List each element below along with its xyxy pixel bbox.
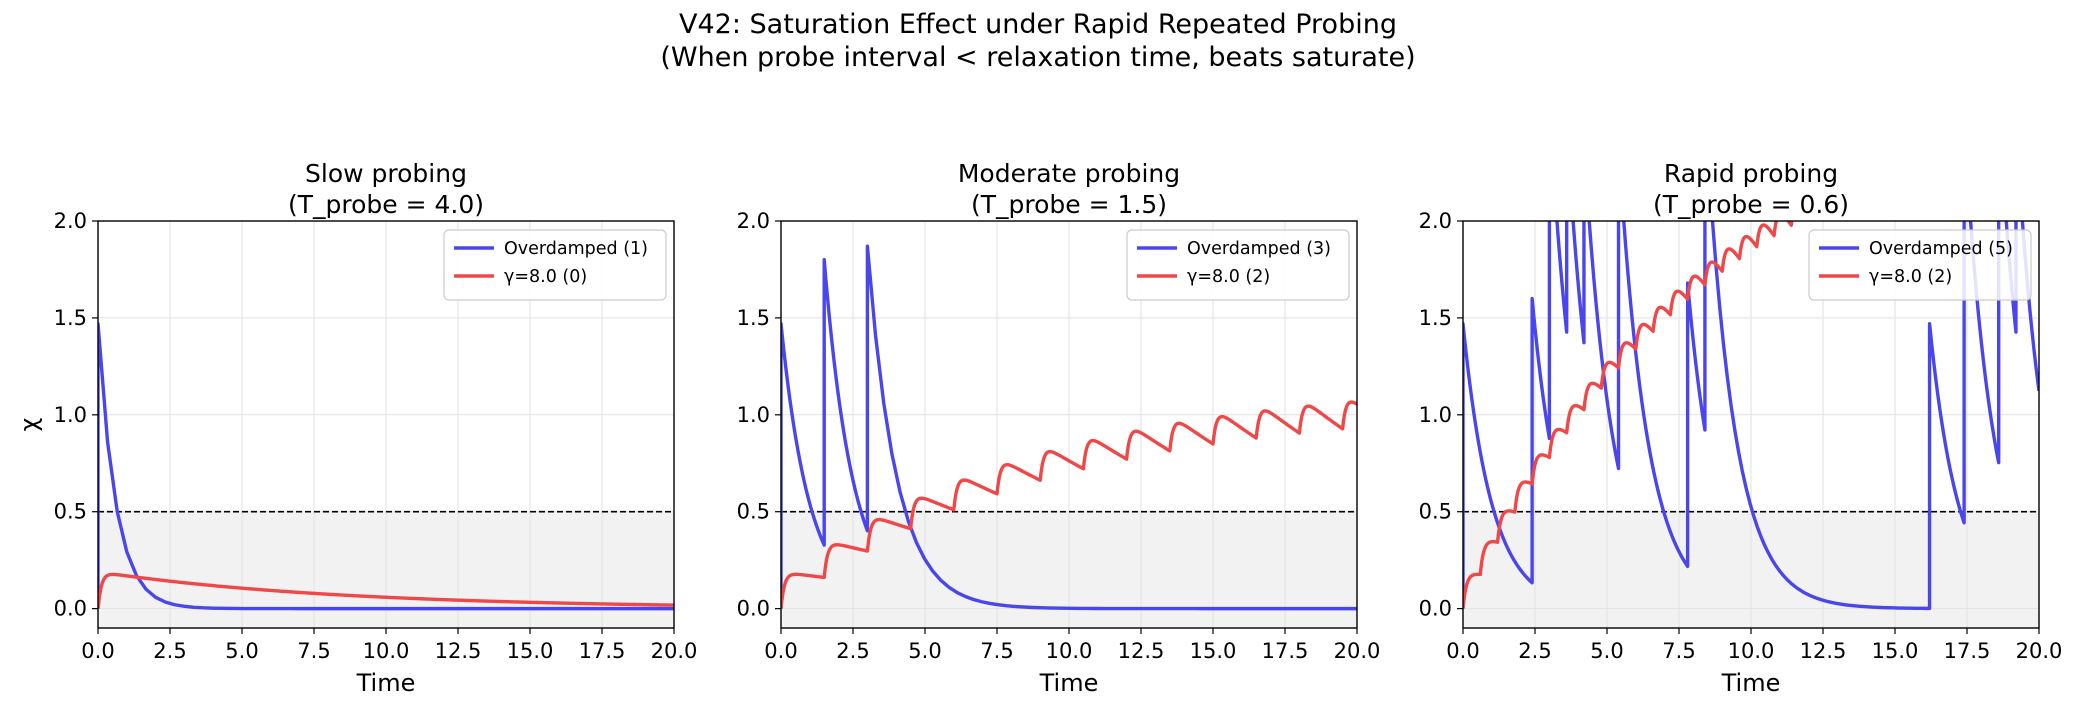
x-tick-label: 17.5 xyxy=(579,639,626,663)
x-tick-label: 10.0 xyxy=(1046,639,1093,663)
legend-label-gamma: γ=8.0 (0) xyxy=(504,267,587,287)
x-tick-label: 17.5 xyxy=(1944,639,1991,663)
x-tick-label: 2.5 xyxy=(153,639,186,663)
y-tick-label: 2.0 xyxy=(737,209,770,233)
x-tick-label: 17.5 xyxy=(1262,639,1309,663)
y-tick-label: 2.0 xyxy=(1419,209,1452,233)
x-tick-label: 12.5 xyxy=(1118,639,1165,663)
x-tick-label: 20.0 xyxy=(2016,639,2063,663)
y-tick-label: 0.0 xyxy=(1419,597,1452,621)
legend-label-gamma: γ=8.0 (2) xyxy=(1869,267,1952,287)
x-tick-label: 12.5 xyxy=(435,639,482,663)
gamma-line xyxy=(1463,221,1794,609)
legend-label-overdamped: Overdamped (5) xyxy=(1869,239,2013,259)
y-tick-label: 1.5 xyxy=(1419,306,1452,330)
y-tick-label: 1.0 xyxy=(737,403,770,427)
gamma-line xyxy=(98,572,674,609)
legend-label-overdamped: Overdamped (3) xyxy=(1187,239,1331,259)
x-tick-label: 15.0 xyxy=(1872,639,1919,663)
y-tick-label: 0.5 xyxy=(737,500,770,524)
x-tick-label: 15.0 xyxy=(507,639,554,663)
panel-title-line-1: Slow probing xyxy=(305,159,467,188)
chart-panel-1: 0.0 2.5 5.0 7.5 10.0 12.5 15.0 17.5 20.0 0.0 0.5 1.… xyxy=(15,159,697,697)
panel-title-line-2: (T_probe = 0.6) xyxy=(1653,190,1849,219)
x-tick-label: 5.0 xyxy=(908,639,941,663)
x-tick-label: 2.5 xyxy=(836,639,869,663)
x-tick-label: 7.5 xyxy=(297,639,330,663)
y-axis-label: χ xyxy=(15,417,43,431)
legend-label-gamma: γ=8.0 (2) xyxy=(1187,267,1270,287)
y-tick-label: 1.0 xyxy=(54,403,87,427)
x-tick-label: 12.5 xyxy=(1800,639,1847,663)
legend-box xyxy=(1126,229,1350,301)
gamma-line xyxy=(781,400,1357,609)
figure-suptitle: V42: Saturation Effect under Rapid Repea… xyxy=(0,8,2076,74)
x-tick-label: 7.5 xyxy=(1662,639,1695,663)
legend-box xyxy=(443,229,667,301)
legend: Overdamped (5) γ=8.0 (2) xyxy=(1808,229,2032,301)
x-tick-label: 10.0 xyxy=(1728,639,1775,663)
x-tick-label: 0.0 xyxy=(1446,639,1479,663)
x-tick-label: 10.0 xyxy=(363,639,410,663)
x-tick-label: 0.0 xyxy=(764,639,797,663)
panel-title-line-2: (T_probe = 4.0) xyxy=(288,190,484,219)
x-tick-label: 20.0 xyxy=(1334,639,1381,663)
y-tick-label: 2.0 xyxy=(54,209,87,233)
legend-label-overdamped: Overdamped (1) xyxy=(504,239,648,259)
panel-title-line-1: Rapid probing xyxy=(1664,159,1838,188)
y-tick-label: 0.5 xyxy=(1419,500,1452,524)
x-axis-label: Time xyxy=(1039,669,1099,697)
x-tick-label: 0.0 xyxy=(81,639,114,663)
x-tick-label: 20.0 xyxy=(651,639,698,663)
chart-panel-2: 0.0 2.5 5.0 7.5 10.0 12.5 15.0 17.5 20.0 0.0 0.5 1.… xyxy=(737,159,1381,697)
overdamped-line xyxy=(1463,221,2039,611)
legend-box xyxy=(1808,229,2032,301)
y-tick-label: 0.0 xyxy=(54,597,87,621)
overdamped-line xyxy=(781,244,1357,611)
y-tick-label: 1.5 xyxy=(54,306,87,330)
y-tick-label: 0.0 xyxy=(737,597,770,621)
legend: Overdamped (3) γ=8.0 (2) xyxy=(1126,229,1350,301)
x-tick-label: 15.0 xyxy=(1190,639,1237,663)
y-tick-label: 0.5 xyxy=(54,500,87,524)
overdamped-line xyxy=(98,322,674,611)
suptitle-line-1: V42: Saturation Effect under Rapid Repea… xyxy=(679,9,1397,40)
y-tick-label: 1.0 xyxy=(1419,403,1452,427)
y-tick-label: 1.5 xyxy=(737,306,770,330)
suptitle-line-2: (When probe interval < relaxation time, … xyxy=(660,42,1416,73)
x-axis-label: Time xyxy=(356,669,416,697)
x-tick-label: 5.0 xyxy=(225,639,258,663)
chart-panel-3: 0.0 2.5 5.0 7.5 10.0 12.5 15.0 17.5 20.0 0.0 0.5 1.… xyxy=(1419,159,2063,697)
panel-title-line-2: (T_probe = 1.5) xyxy=(971,190,1167,219)
x-tick-label: 2.5 xyxy=(1518,639,1551,663)
x-tick-label: 7.5 xyxy=(980,639,1013,663)
x-tick-label: 5.0 xyxy=(1590,639,1623,663)
x-axis-label: Time xyxy=(1721,669,1781,697)
legend: Overdamped (1) γ=8.0 (0) xyxy=(443,229,667,301)
panel-title-line-1: Moderate probing xyxy=(958,159,1180,188)
